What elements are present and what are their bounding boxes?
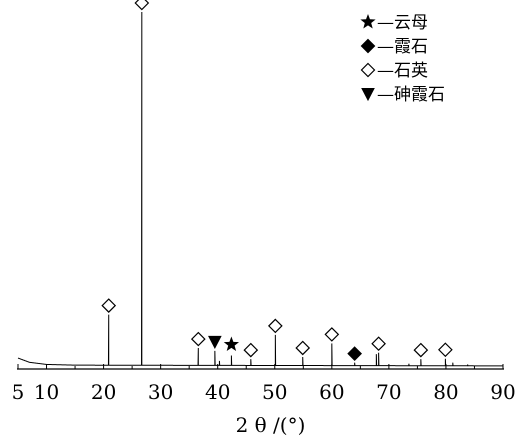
- legend-item-nepheline: —霞石: [360, 37, 428, 57]
- triangle-down-icon: [361, 88, 375, 102]
- phase-marker-diamond-open-icon: [267, 318, 283, 334]
- x-tick-label: 40: [205, 380, 230, 404]
- phase-markers: [101, 0, 453, 362]
- x-tick-label: 20: [91, 380, 116, 404]
- diamond-open-icon: [360, 62, 376, 78]
- phase-marker-diamond-open-icon: [243, 342, 259, 358]
- legend: —云母 —霞石 —石英 —砷霞石: [360, 13, 445, 105]
- x-tick-label: 60: [319, 380, 344, 404]
- legend-label-nepheline: —霞石: [377, 37, 428, 57]
- diffraction-pattern: [17, 11, 503, 367]
- phase-marker-triangle-down-icon: [208, 335, 222, 349]
- phase-marker-diamond-filled-icon: [347, 346, 362, 362]
- x-tick-label: 30: [148, 380, 173, 404]
- star-icon: [360, 14, 376, 29]
- x-tick-label: 70: [376, 380, 401, 404]
- legend-item-quartz: —石英: [360, 61, 428, 81]
- xrd-pattern-line: [17, 11, 503, 367]
- x-tick-label: 5: [12, 380, 25, 404]
- phase-marker-diamond-open-icon: [295, 340, 311, 356]
- x-axis-label: 2 θ /(°): [236, 413, 306, 437]
- legend-item-mica: —云母: [360, 13, 428, 33]
- diamond-filled-icon: [360, 38, 376, 54]
- x-tick-label: 80: [433, 380, 458, 404]
- phase-marker-diamond-open-icon: [101, 298, 117, 313]
- x-tick-label: 50: [262, 380, 287, 404]
- legend-label-arsenic-nepheline: —砷霞石: [377, 85, 445, 105]
- diamond-open-icon: [360, 62, 376, 78]
- phase-marker-star-icon: [223, 336, 240, 352]
- phase-marker-diamond-open-icon: [324, 327, 340, 342]
- diamond-filled-icon: [360, 38, 376, 54]
- phase-marker-diamond-open-icon: [371, 336, 386, 352]
- star-icon: [360, 14, 376, 29]
- phase-marker-diamond-open-icon: [190, 331, 206, 347]
- phase-marker-diamond-open-icon: [413, 342, 429, 358]
- triangle-down-icon: [361, 88, 375, 102]
- x-tick-label: 90: [490, 380, 515, 404]
- phase-marker-diamond-open-icon: [134, 0, 150, 11]
- legend-label-quartz: —石英: [377, 61, 428, 81]
- x-tick-label: 10: [34, 380, 59, 404]
- x-axis-ticks: 5 10 20 30 40 50 60 70 80 90: [12, 364, 516, 404]
- legend-label-mica: —云母: [377, 13, 428, 33]
- legend-item-arsenic-nepheline: —砷霞石: [361, 85, 445, 105]
- phase-marker-diamond-open-icon: [438, 342, 453, 358]
